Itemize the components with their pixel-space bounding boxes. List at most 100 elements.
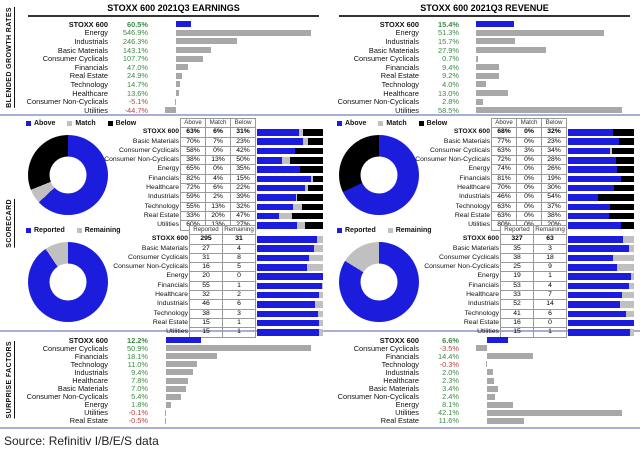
category-label: Real Estate	[463, 318, 499, 326]
category-label: Utilities	[395, 408, 419, 418]
donut-hole	[360, 156, 398, 194]
bar-segment	[609, 147, 612, 155]
reported-cell: 38	[500, 252, 534, 264]
category-label: Technology	[70, 79, 108, 89]
bar-cell	[256, 263, 327, 272]
match-cell: 2%	[205, 192, 231, 203]
chart-row: Technology -0.3%	[329, 360, 640, 369]
table-row: Utilities 15 1	[112, 327, 327, 338]
bar	[476, 107, 622, 114]
match-cell: 13%	[205, 155, 231, 166]
value-label: 47.0%	[127, 62, 148, 72]
stacked-bar	[257, 129, 323, 136]
bar-segment	[301, 203, 323, 211]
category-label: Utilities	[395, 105, 419, 115]
bar-cell	[567, 281, 638, 290]
table-row: Industrials 59% 2% 39%	[103, 192, 326, 203]
bar	[476, 98, 483, 105]
bar	[165, 417, 166, 424]
chart-row: Basic Materials 27.9%	[329, 46, 640, 55]
bar-segment	[295, 194, 298, 201]
bar-segment	[257, 212, 279, 220]
above-cell: 74%	[491, 164, 517, 175]
reported-cell: 16	[500, 317, 534, 329]
bar-segment	[295, 147, 323, 155]
stacked-bar	[257, 175, 323, 183]
bar-cell	[567, 165, 638, 174]
bar	[176, 81, 180, 88]
bar-cell	[256, 300, 327, 309]
bar-cell	[567, 137, 638, 146]
remaining-cell: 1	[222, 280, 256, 292]
match-cell: 6%	[205, 127, 231, 138]
table-row: Technology 38 3	[112, 308, 326, 319]
bar	[487, 409, 622, 416]
legend-label: Reported	[345, 227, 376, 234]
value-label: 13.6%	[127, 88, 148, 98]
value-label: 7.0%	[131, 384, 148, 394]
bar	[166, 337, 201, 344]
bar	[176, 21, 191, 28]
category-label: Technology	[381, 79, 419, 89]
category-label: Healthcare	[457, 184, 490, 192]
stacked-bar	[257, 212, 323, 220]
chart-row: Energy 1.8%	[18, 400, 329, 409]
above-cell: 82%	[180, 173, 206, 185]
match-cell: 4%	[205, 173, 231, 185]
bar-segment	[257, 184, 305, 192]
bar-area	[475, 47, 633, 54]
match-cell: 0%	[205, 164, 231, 175]
donut-hole	[360, 263, 398, 301]
table-row: Financials 55 1	[112, 280, 326, 292]
legend-remaining-swatch	[387, 228, 393, 233]
progress-bar	[257, 291, 323, 299]
bar	[487, 417, 524, 424]
reported-remaining-row: Reported Remaining Reported Remaining STOXX …	[18, 223, 640, 338]
category-label: Consumer Non-Cyclicals	[337, 392, 419, 402]
value-label: -0.1%	[128, 408, 148, 418]
below-cell: 28%	[541, 155, 567, 166]
remaining-cell: 3	[222, 308, 256, 319]
bar-cell	[256, 328, 327, 337]
category-label: Healthcare	[72, 88, 108, 98]
category-label: STOXX 600	[379, 335, 419, 345]
below-cell: 34%	[541, 145, 567, 157]
chart-row: Consumer Cyclicals 0.7%	[329, 54, 640, 63]
table-row: Energy 74% 0% 26%	[414, 164, 638, 175]
bar-segment	[308, 184, 323, 192]
bar-area	[164, 393, 322, 400]
progress-fill	[257, 319, 319, 327]
bar	[165, 409, 166, 416]
bar	[176, 29, 311, 36]
legend: Reported Remaining	[26, 227, 121, 234]
category-label: STOXX 600	[142, 128, 179, 136]
reported-cell: 32	[189, 290, 223, 301]
table-header-row: Reported Remaining	[423, 224, 637, 236]
below-cell: 39%	[230, 192, 256, 203]
category-label: Consumer Cyclicals	[438, 253, 499, 261]
bar-segment	[568, 166, 617, 173]
progress-fill	[257, 245, 315, 252]
revenue-surprise-chart: STOXX 600 6.6% Consumer Cyclicals -3.5% Fina…	[329, 332, 640, 425]
bar-segment	[298, 129, 303, 136]
value-label: 27.9%	[438, 45, 459, 55]
match-cell: 0%	[516, 127, 542, 138]
bar	[476, 38, 515, 45]
table-row: Energy 65% 0% 35%	[103, 164, 326, 175]
stacked-bar	[568, 203, 634, 211]
table-row: STOXX 600 327 63	[423, 234, 637, 245]
bar-segment	[310, 175, 314, 183]
progress-bar	[568, 245, 634, 252]
bar-cell	[256, 318, 327, 327]
above-cell: 63%	[180, 127, 206, 138]
table-header-row: Above Match Below	[103, 117, 326, 129]
bar-area	[164, 64, 322, 71]
bar-cell	[256, 235, 327, 244]
table-row: STOXX 600 63% 6% 31%	[103, 127, 326, 138]
progress-fill	[568, 273, 631, 280]
bar-segment	[611, 147, 634, 155]
match-cell: 0%	[205, 145, 231, 157]
legend: Above Match Below	[337, 120, 447, 127]
progress-bar	[257, 319, 323, 327]
chart-row: Energy 546.9%	[18, 28, 329, 37]
